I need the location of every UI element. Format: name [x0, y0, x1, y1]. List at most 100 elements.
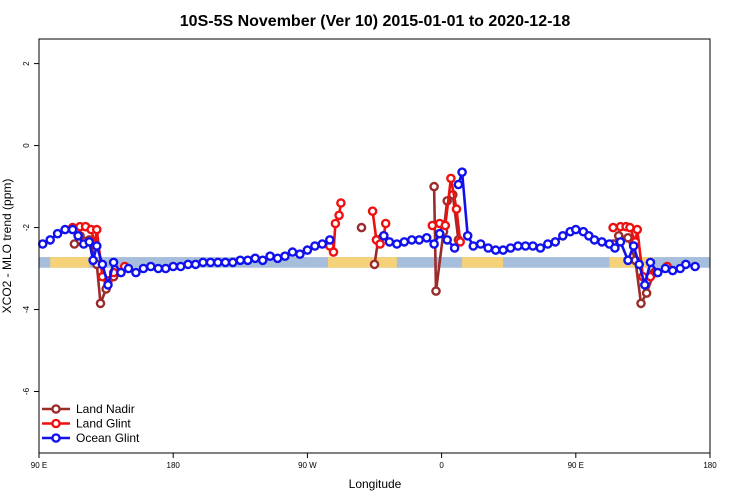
data-point — [690, 261, 700, 272]
data-point — [608, 222, 618, 233]
data-point — [52, 228, 63, 239]
x-tick-label: 0 — [439, 461, 444, 470]
data-point — [60, 224, 70, 235]
data-point — [623, 255, 633, 266]
data-point — [378, 230, 389, 241]
data-point — [88, 255, 98, 266]
data-point — [414, 235, 425, 245]
data-point — [628, 241, 639, 251]
data-point — [213, 257, 223, 268]
data-point — [367, 206, 378, 216]
data-point — [625, 222, 635, 233]
data-point — [399, 237, 410, 247]
data-point — [653, 267, 663, 278]
x-tick-label: 90 E — [31, 461, 47, 470]
data-point — [550, 237, 561, 247]
data-point — [257, 255, 268, 266]
data-point — [317, 239, 328, 249]
data-point — [513, 241, 523, 251]
data-point — [571, 224, 581, 235]
x-tick-label: 180 — [167, 461, 181, 470]
data-point — [123, 263, 134, 274]
data-point — [37, 239, 48, 249]
plot-frame — [38, 38, 711, 454]
legend-label: Ocean Glint — [76, 431, 140, 445]
data-point — [73, 230, 83, 241]
data-point — [451, 204, 462, 214]
x-tick-label: 90 W — [298, 461, 317, 470]
data-point — [84, 237, 95, 247]
data-point — [250, 253, 260, 264]
legend-item-land-nadir: Land Nadir — [42, 402, 135, 416]
legend-item-ocean-glint: Ocean Glint — [42, 431, 140, 445]
data-point — [92, 224, 102, 235]
data-point — [108, 257, 119, 268]
data-point — [272, 253, 283, 264]
data-point — [681, 259, 691, 270]
band-land-0 — [50, 257, 90, 268]
data-point — [295, 249, 305, 259]
data-point — [168, 261, 178, 272]
legend-marker — [51, 433, 61, 443]
data-point — [667, 265, 678, 276]
data-point — [434, 228, 445, 239]
data-point — [67, 224, 78, 235]
data-point — [446, 173, 456, 184]
data-point — [242, 255, 253, 266]
data-point — [641, 288, 652, 298]
data-point — [431, 286, 441, 296]
data-point — [528, 241, 538, 251]
data-point — [265, 251, 275, 262]
data-point — [310, 241, 320, 251]
data-point — [475, 239, 486, 249]
data-point — [632, 224, 643, 235]
data-point — [440, 220, 451, 231]
x-axis: 90 E 180 90 W 0 90 E 180 — [31, 453, 717, 470]
data-point — [589, 235, 600, 245]
data-point — [610, 243, 620, 253]
data-point — [97, 259, 108, 270]
data-point — [302, 245, 313, 255]
data-point — [175, 261, 186, 272]
data-point — [280, 251, 290, 262]
data-point — [45, 235, 56, 245]
data-point — [498, 245, 508, 255]
y-tick-label: 2 — [22, 61, 31, 66]
data-point — [145, 261, 156, 272]
data-point — [457, 167, 467, 177]
data-point — [198, 257, 208, 268]
data-point — [235, 255, 246, 266]
y-tick-label: -2 — [22, 223, 31, 231]
data-point — [380, 218, 391, 229]
data-point — [634, 259, 645, 270]
data-point — [429, 239, 439, 249]
series-land-nadir — [69, 181, 659, 309]
data-point — [287, 247, 298, 257]
y-tick-label: 0 — [22, 143, 31, 148]
data-point — [543, 239, 553, 249]
data-point — [406, 235, 417, 245]
data-point — [160, 263, 171, 274]
data-point — [330, 218, 341, 229]
y-axis-label: XCO2 - MLO trend (ppm) — [0, 179, 14, 314]
x-axis-label: Longitude — [349, 477, 402, 491]
legend-label: Land Nadir — [76, 402, 135, 416]
data-point — [336, 198, 346, 208]
data-point — [468, 241, 479, 251]
x-tick-label: 90 E — [568, 461, 584, 470]
chart-title: 10S-5S November (Ver 10) 2015-01-01 to 2… — [180, 13, 571, 30]
data-point — [103, 280, 113, 290]
data-point — [636, 298, 646, 309]
data-point — [324, 235, 335, 245]
data-point — [131, 267, 141, 278]
data-point — [640, 280, 650, 290]
data-point — [421, 232, 432, 243]
legend-marker — [51, 404, 61, 414]
data-point — [227, 257, 238, 268]
data-point — [483, 243, 494, 253]
data-point — [455, 237, 466, 247]
data-point — [384, 237, 395, 247]
legend-marker — [51, 418, 61, 429]
